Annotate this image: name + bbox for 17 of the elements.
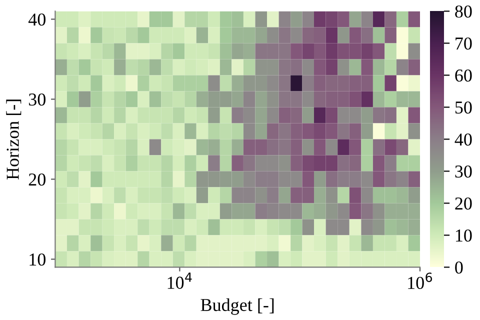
color-bar-label: 50 xyxy=(455,101,472,114)
color-bar-label: 80 xyxy=(455,5,472,18)
y-axis-title: Horizon [-] xyxy=(6,100,22,180)
color-bar-label: 20 xyxy=(455,197,472,210)
x-axis-title: Budget [-] xyxy=(200,298,274,315)
color-bar-label: 0 xyxy=(455,261,463,274)
color-bar-label: 60 xyxy=(455,69,472,82)
color-bar-label: 70 xyxy=(456,37,472,50)
color-bar-label: 40 xyxy=(454,133,472,146)
y-tick-label: 40 xyxy=(28,13,46,26)
color-bar-label: 10 xyxy=(456,229,472,242)
y-tick-label: 20 xyxy=(28,173,46,186)
y-tick-label: 10 xyxy=(30,253,46,266)
x-tick-label: 10$^{6}$ xyxy=(408,272,432,290)
x-tick-label: 10$^{4}$ xyxy=(168,272,192,289)
y-tick-label: 30 xyxy=(28,93,46,106)
color-bar-label: 30 xyxy=(455,165,472,178)
